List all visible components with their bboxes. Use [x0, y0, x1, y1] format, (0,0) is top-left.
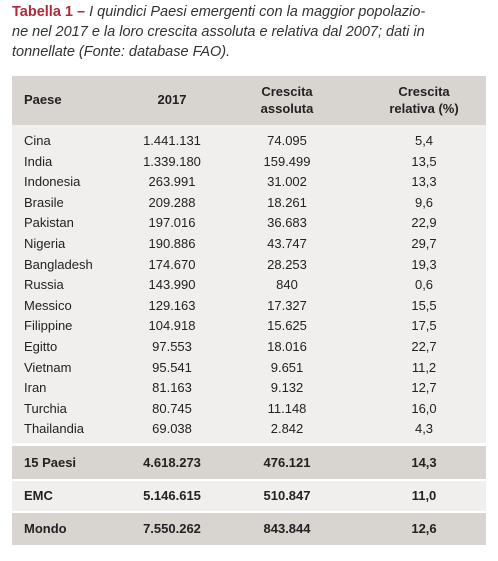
- caption-text: I quindici Paesi emergenti con la maggio…: [89, 4, 426, 20]
- total-cell: EMC: [24, 488, 53, 503]
- cell: 11,2: [411, 359, 437, 375]
- cell: Brasile: [24, 194, 64, 210]
- cell: 263.991: [148, 174, 196, 190]
- cell: 11.148: [267, 400, 307, 416]
- total-band: [12, 513, 486, 545]
- cell: Bangladesh: [24, 256, 93, 272]
- header-cell: assoluta: [260, 101, 314, 116]
- cell: Russia: [24, 277, 64, 293]
- cell: 9.132: [270, 380, 304, 396]
- cell: 104.918: [148, 318, 196, 334]
- header-cell: Paese: [24, 92, 62, 107]
- cell: 9,6: [414, 194, 434, 210]
- cell: 5,4: [414, 133, 434, 148]
- cell: 16,0: [411, 400, 437, 416]
- total-cell: 14,3: [411, 455, 437, 470]
- cell: 17.327: [267, 297, 307, 313]
- cell: 2.842: [270, 421, 304, 437]
- cell: 129.163: [148, 297, 196, 313]
- total-cell: 4.618.273: [143, 455, 201, 470]
- total-cell: Mondo: [24, 521, 67, 536]
- cell: Egitto: [24, 339, 58, 354]
- cell: 12,7: [411, 380, 437, 396]
- cell: 17,5: [411, 318, 437, 334]
- cell: 36.683: [267, 215, 307, 231]
- cell: 0,6: [414, 277, 434, 293]
- cell: 74.095: [267, 133, 307, 148]
- cell: 174.670: [148, 256, 196, 272]
- caption-text: tonnellate (Fonte: database FAO).: [12, 44, 231, 60]
- cell: 81.163: [152, 380, 192, 396]
- cell: 159.499: [263, 153, 311, 169]
- cell: 29,7: [411, 236, 437, 251]
- cell: 18.016: [267, 339, 307, 354]
- total-cell: 12,6: [411, 521, 437, 536]
- cell: 43.747: [267, 236, 307, 251]
- cell: 28.253: [267, 256, 307, 272]
- caption-label: Tabella 1 –: [12, 4, 86, 20]
- header-cell: Crescita: [398, 84, 450, 99]
- cell: 143.990: [148, 277, 196, 293]
- cell: 1.339.180: [143, 153, 201, 169]
- total-band: [12, 446, 486, 479]
- cell: Thailandia: [24, 421, 84, 437]
- cell: 9.651: [270, 359, 304, 375]
- cell: India: [24, 153, 53, 169]
- header-band: [12, 76, 486, 125]
- cell: 22,9: [411, 215, 437, 231]
- total-cell: 7.550.262: [143, 521, 201, 536]
- cell: Filippine: [24, 318, 73, 334]
- cell: 18.261: [267, 194, 307, 210]
- cell: Pakistan: [24, 215, 74, 231]
- total-cell: 476.121: [263, 455, 311, 470]
- cell: 13,3: [411, 174, 437, 190]
- cell: 4,3: [414, 421, 434, 437]
- cell: 97.553: [152, 339, 192, 354]
- header-cell: Crescita: [261, 84, 313, 99]
- cell: Cina: [24, 133, 51, 148]
- cell: 840: [276, 277, 298, 293]
- cell: 190.886: [148, 236, 196, 251]
- total-cell: 11,0: [411, 488, 437, 503]
- cell: 22,7: [411, 339, 437, 354]
- cell: 19,3: [411, 256, 437, 272]
- cell: 13,5: [411, 153, 437, 169]
- cell: Messico: [24, 297, 72, 313]
- cell: Nigeria: [24, 236, 66, 251]
- header-cell: 2017: [157, 92, 187, 107]
- cell: 197.016: [148, 215, 196, 231]
- cell: 209.288: [148, 194, 196, 210]
- cell: 15.625: [267, 318, 307, 334]
- cell: 80.745: [152, 400, 192, 416]
- cell: 15,5: [411, 297, 437, 313]
- caption-line: Tabella 1 – I quindici Paesi emergenti c…: [12, 4, 425, 20]
- cell: 95.541: [152, 359, 192, 375]
- header-cell: relativa (%): [389, 101, 459, 116]
- cell: Iran: [24, 380, 47, 396]
- caption-text: ne nel 2017 e la loro crescita assoluta …: [12, 24, 425, 40]
- body-band: [12, 125, 486, 443]
- total-cell: 843.844: [263, 521, 311, 536]
- cell: 69.038: [152, 421, 192, 437]
- cell: Vietnam: [24, 359, 72, 375]
- total-cell: 510.847: [263, 488, 311, 503]
- cell: Turchia: [24, 400, 67, 416]
- total-cell: 5.146.615: [143, 488, 201, 503]
- cell: Indonesia: [24, 174, 81, 190]
- total-band: [12, 481, 486, 511]
- cell: 31.002: [267, 174, 307, 190]
- total-cell: 15 Paesi: [24, 455, 77, 470]
- cell: 1.441.131: [143, 133, 201, 148]
